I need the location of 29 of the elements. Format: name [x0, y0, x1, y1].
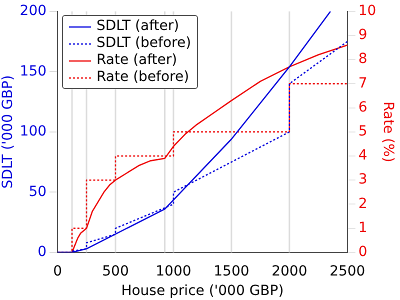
- y-tick-label: 100: [20, 124, 47, 140]
- legend-label: Rate (after): [96, 52, 178, 70]
- y-tick-label: 0: [38, 244, 47, 260]
- y2-tick-label: 6: [358, 99, 368, 116]
- y-tick-label: 150: [20, 63, 47, 80]
- x-tick-label: 2500: [330, 263, 366, 280]
- x-tick-label: 1500: [214, 263, 250, 280]
- y2-tick-label: 8: [358, 51, 368, 68]
- y2-tick-label: 0: [358, 244, 368, 260]
- y-tick-label: 50: [28, 184, 47, 200]
- legend-label: SDLT (before): [96, 35, 192, 52]
- y2-axis-title: Rate (%): [380, 102, 396, 162]
- x-tick-label: 1000: [156, 263, 192, 280]
- x-tick-label: 2000: [272, 263, 308, 280]
- y2-tick-label: 7: [358, 75, 368, 92]
- legend-label: Rate (before): [96, 69, 190, 86]
- legend-label: SDLT (after): [96, 18, 180, 36]
- y-axis-title: SDLT ('000 GBP): [0, 75, 16, 189]
- y2-tick-label: 1: [358, 220, 368, 236]
- y2-tick-label: 9: [358, 27, 368, 44]
- y2-tick-label: 5: [358, 124, 368, 140]
- x-tick-label: 500: [102, 263, 129, 280]
- y2-tick-label: 2: [358, 196, 368, 212]
- y2-tick-label: 4: [358, 148, 368, 164]
- x-axis-title: House price ('000 GBP): [121, 283, 284, 300]
- y2-tick-label: 10: [358, 3, 376, 20]
- x-tick-label: 0: [53, 263, 62, 280]
- y-tick-label: 200: [20, 3, 47, 20]
- y2-tick-label: 3: [358, 172, 368, 188]
